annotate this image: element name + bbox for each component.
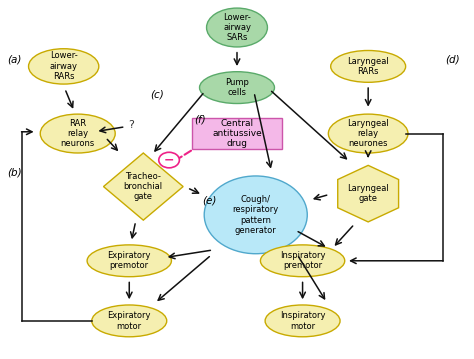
Text: (e): (e) [202, 196, 216, 206]
Polygon shape [103, 153, 183, 220]
Text: (f): (f) [194, 115, 205, 125]
Text: Cough/
respiratory
pattern
generator: Cough/ respiratory pattern generator [233, 195, 279, 235]
Text: Inspiratory
premotor: Inspiratory premotor [280, 251, 325, 270]
Ellipse shape [28, 49, 99, 84]
Text: Central
antitussive
drug: Central antitussive drug [212, 119, 262, 149]
Text: (a): (a) [7, 54, 22, 64]
Text: ?: ? [128, 120, 135, 130]
Ellipse shape [204, 176, 307, 254]
Ellipse shape [40, 114, 115, 153]
Text: Expiratory
premotor: Expiratory premotor [108, 251, 151, 270]
Ellipse shape [265, 305, 340, 337]
Ellipse shape [328, 114, 408, 153]
Polygon shape [338, 165, 399, 222]
Text: (d): (d) [445, 54, 460, 64]
Ellipse shape [200, 72, 274, 103]
Text: −: − [164, 154, 174, 167]
Text: Pump
cells: Pump cells [225, 78, 249, 97]
Text: (c): (c) [150, 90, 164, 100]
Circle shape [159, 152, 179, 168]
Text: RAR
relay
neurons: RAR relay neurons [61, 119, 95, 149]
Ellipse shape [207, 8, 267, 47]
Text: Inspiratory
motor: Inspiratory motor [280, 311, 325, 331]
Text: Lower-
airway
SARs: Lower- airway SARs [223, 13, 251, 42]
Text: Expiratory
motor: Expiratory motor [108, 311, 151, 331]
Ellipse shape [331, 51, 406, 82]
Ellipse shape [87, 245, 172, 277]
Text: Tracheo-
bronchial
gate: Tracheo- bronchial gate [124, 172, 163, 201]
Text: Lower-
airway
RARs: Lower- airway RARs [50, 51, 78, 81]
Text: Laryngeal
relay
neurones: Laryngeal relay neurones [347, 119, 389, 149]
Ellipse shape [92, 305, 167, 337]
FancyBboxPatch shape [192, 118, 282, 149]
Text: (b): (b) [7, 167, 22, 177]
Ellipse shape [260, 245, 345, 277]
Text: Laryngeal
RARs: Laryngeal RARs [347, 57, 389, 76]
Text: Laryngeal
gate: Laryngeal gate [347, 184, 389, 203]
